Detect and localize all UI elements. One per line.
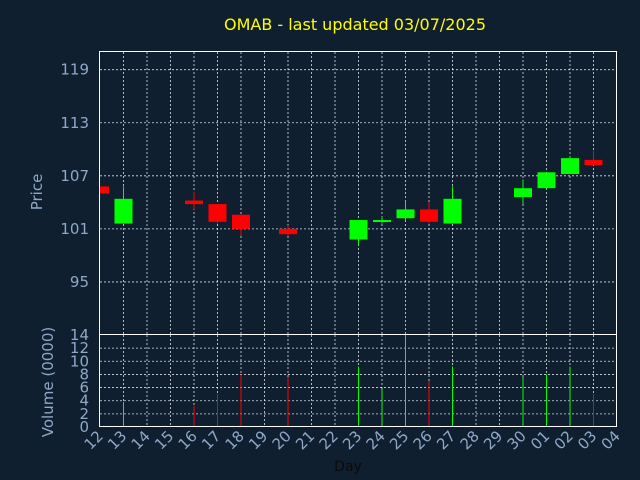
x-tick-label: 15 [151, 427, 177, 453]
price-panel: 95 101 107 113 119 [60, 51, 617, 335]
x-axis-label: Day [334, 459, 362, 475]
x-tick-label: 30 [504, 427, 530, 453]
x-tick-label: 28 [457, 427, 483, 453]
candle-body [279, 228, 297, 235]
volume-axis-label: Volume (0000) [39, 327, 57, 437]
price-tick-label: 107 [60, 167, 89, 185]
chart-title: OMAB - last updated 03/07/2025 [224, 15, 486, 34]
volume-tick-label: 14 [70, 326, 89, 344]
candle-body [232, 214, 250, 229]
price-tick-label: 95 [70, 273, 89, 291]
x-tick-label: 16 [175, 427, 201, 453]
price-axis-label: Price [28, 174, 46, 211]
candle-body [396, 209, 415, 219]
candle-body [537, 172, 556, 189]
x-tick-label: 03 [574, 427, 600, 453]
x-tick-label: 25 [386, 427, 412, 453]
x-tick-label: 24 [363, 427, 389, 453]
volume-tick-label: 8 [79, 365, 89, 383]
x-tick-label: 21 [292, 427, 318, 453]
volume-tick-label: 6 [79, 379, 89, 397]
x-tick-label: 27 [433, 427, 459, 453]
volume-tick-label: 12 [70, 339, 89, 357]
x-tick-label: 04 [598, 427, 624, 453]
x-tick-label: 22 [316, 427, 342, 453]
x-tick-label: 20 [269, 427, 295, 453]
price-tick-label: 101 [60, 220, 89, 238]
volume-panel-frame [99, 334, 617, 427]
candle-body [584, 159, 603, 166]
x-tick-label: 29 [480, 427, 506, 453]
candle-body [420, 209, 438, 222]
candle-body [373, 220, 391, 223]
candle-body [514, 188, 532, 198]
price-tick-label: 113 [60, 114, 89, 132]
price-panel-frame [99, 51, 617, 335]
x-tick-label: 23 [339, 427, 365, 453]
price-tick-label: 119 [60, 61, 89, 79]
x-tick-label: 01 [527, 427, 553, 453]
candle-body [100, 186, 109, 194]
x-tick-label: 13 [104, 427, 130, 453]
candle-body [443, 198, 462, 224]
volume-tick-label: 10 [70, 352, 89, 370]
x-tick-label: 19 [245, 427, 271, 453]
candle-body [114, 198, 133, 224]
candle-body [561, 158, 579, 175]
candle-body [208, 204, 227, 222]
x-tick-label: 02 [551, 427, 577, 453]
volume-tick-label: 2 [79, 405, 89, 423]
candle-body [185, 200, 203, 205]
x-tick-label: 14 [128, 427, 154, 453]
x-tick-label: 17 [198, 427, 224, 453]
candle-body [349, 220, 368, 240]
volume-tick-label: 4 [79, 392, 89, 410]
x-tick-label: 26 [410, 427, 436, 453]
x-tick-label: 18 [222, 427, 248, 453]
volume-tick-label: 0 [79, 418, 89, 436]
